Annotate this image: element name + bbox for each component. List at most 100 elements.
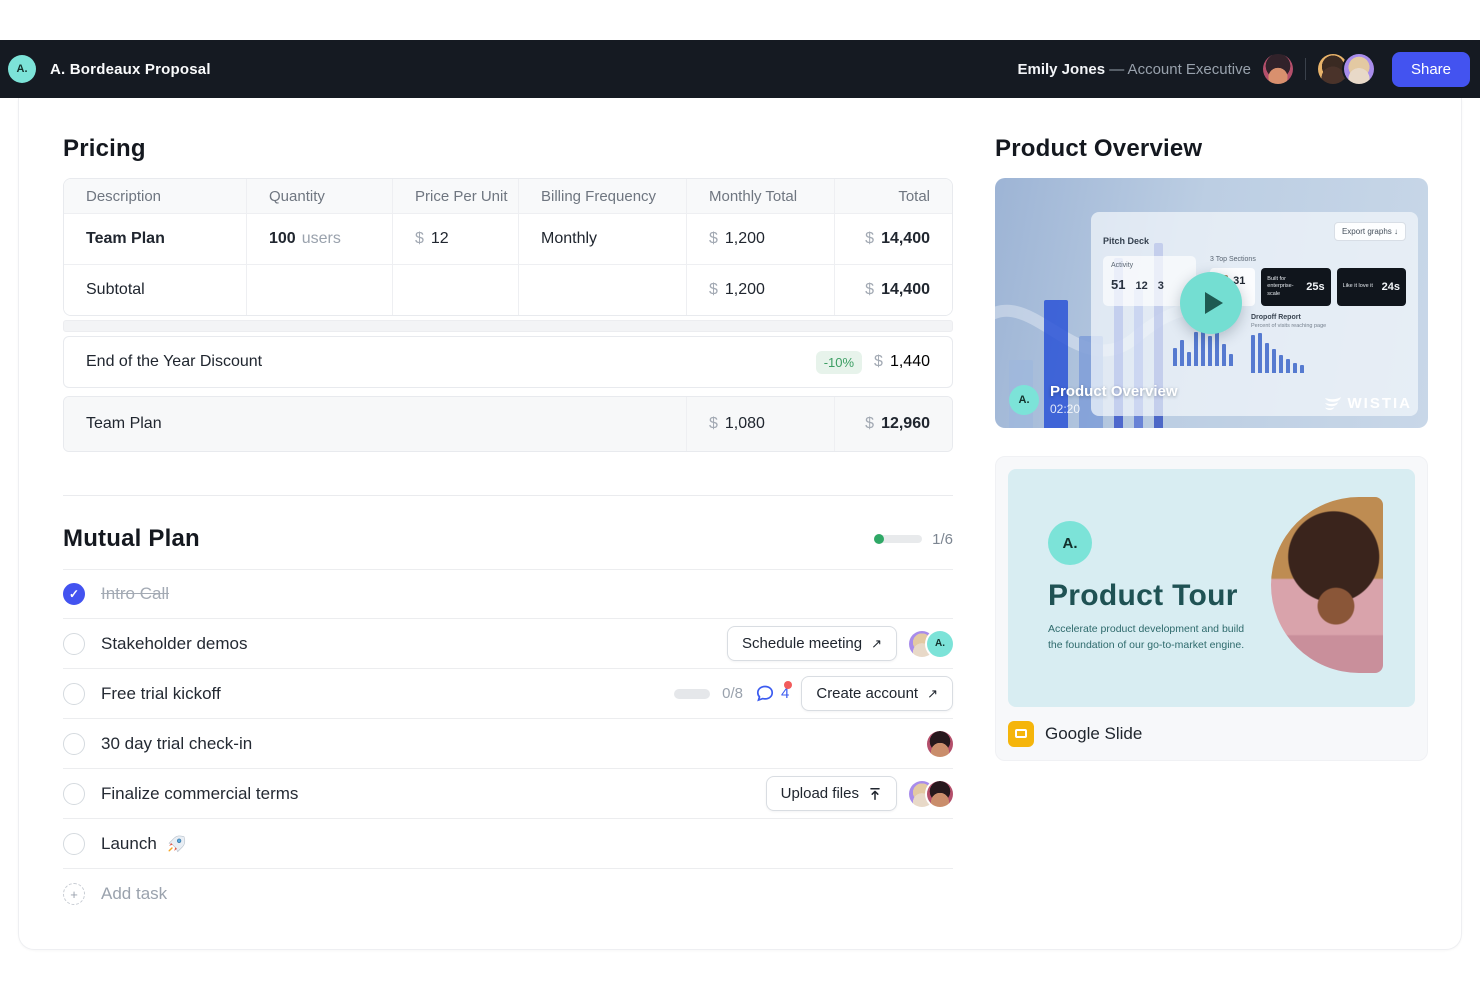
total-value: 14,400 bbox=[881, 230, 930, 248]
section-divider bbox=[63, 495, 953, 496]
task-label: Launch bbox=[101, 834, 157, 854]
slide-avatar: A. bbox=[1048, 521, 1092, 565]
comments-indicator[interactable]: 4 bbox=[755, 684, 789, 704]
collaborator-avatars bbox=[1318, 54, 1374, 84]
currency-symbol: $ bbox=[709, 281, 718, 299]
thumb-section-time: 24s bbox=[1382, 281, 1400, 293]
task-row-finalize-terms: Finalize commercial terms Upload files bbox=[63, 769, 953, 819]
task-list: ✓ Intro Call Stakeholder demos Schedule … bbox=[63, 569, 953, 919]
thumb-stat: 3 bbox=[1158, 280, 1164, 292]
final-row-label: Team Plan bbox=[64, 397, 686, 451]
thumb-heading: Pitch Deck bbox=[1103, 236, 1149, 246]
company-avatar: A. bbox=[8, 55, 36, 83]
discount-row: End of the Year Discount -10% $1,440 bbox=[63, 336, 953, 388]
total-value: 14,400 bbox=[881, 281, 930, 299]
subtask-progress-count: 0/8 bbox=[722, 685, 743, 702]
col-header-price-per-unit: Price Per Unit bbox=[392, 179, 518, 213]
collaborator-avatar-2[interactable] bbox=[1344, 54, 1374, 84]
assignee-avatar[interactable] bbox=[927, 731, 953, 757]
currency-symbol: $ bbox=[865, 230, 874, 248]
pricing-title: Pricing bbox=[63, 135, 953, 163]
mutual-plan-title: Mutual Plan bbox=[63, 525, 200, 553]
checkbox-unchecked[interactable] bbox=[63, 783, 85, 805]
pricing-table: Description Quantity Price Per Unit Bill… bbox=[63, 178, 953, 316]
row-price: $12 bbox=[392, 214, 518, 264]
task-row-intro-call: ✓ Intro Call bbox=[63, 569, 953, 619]
play-button[interactable] bbox=[1180, 272, 1242, 334]
total-value: 12,960 bbox=[881, 415, 930, 433]
plan-progress-fill bbox=[874, 534, 884, 544]
page: A. A. Bordeaux Proposal Emily Jones — Ac… bbox=[0, 0, 1480, 987]
button-label: Schedule meeting bbox=[742, 635, 862, 652]
create-account-button[interactable]: Create account ↗ bbox=[801, 676, 953, 711]
table-spacer bbox=[63, 320, 953, 332]
task-label: Intro Call bbox=[101, 584, 169, 604]
product-tour-slide[interactable]: A. Product Tour Accelerate product devel… bbox=[1008, 469, 1415, 707]
row-total: $14,400 bbox=[834, 214, 952, 264]
task-label: Finalize commercial terms bbox=[101, 784, 298, 804]
video-duration: 02:20 bbox=[1050, 402, 1178, 416]
top-bar: A. A. Bordeaux Proposal Emily Jones — Ac… bbox=[0, 40, 1480, 98]
avatar-initial: A. bbox=[1019, 394, 1030, 406]
slide-subtitle: Accelerate product development and build… bbox=[1048, 621, 1253, 654]
header-divider bbox=[1305, 58, 1306, 80]
assignee-avatars bbox=[909, 781, 953, 807]
subtask-progress-bar bbox=[674, 689, 710, 699]
monthly-total-value: 1,080 bbox=[725, 415, 765, 433]
discount-badge: -10% bbox=[816, 351, 862, 374]
slide-attachment-card: A. Product Tour Accelerate product devel… bbox=[995, 456, 1428, 761]
product-overview-video[interactable]: Pitch Deck Export graphs ↓ Activity 51 1… bbox=[995, 178, 1428, 428]
assignee-avatars: A. bbox=[909, 631, 953, 657]
checkbox-unchecked[interactable] bbox=[63, 733, 85, 755]
check-icon: ✓ bbox=[69, 587, 79, 601]
owner-avatar[interactable] bbox=[1263, 54, 1293, 84]
discount-label: End of the Year Discount bbox=[86, 353, 262, 371]
task-label: Free trial kickoff bbox=[101, 684, 221, 704]
owner-name: Emily Jones bbox=[1018, 61, 1106, 78]
price-value: 12 bbox=[431, 230, 449, 248]
avatar-initial: A. bbox=[1063, 535, 1078, 552]
row-monthly-total: $1,200 bbox=[686, 265, 834, 315]
avatar-initial: A. bbox=[935, 638, 945, 649]
thumb-activity-label: Activity bbox=[1111, 262, 1188, 269]
slide-photo bbox=[1271, 497, 1383, 673]
assignee-avatar[interactable] bbox=[927, 781, 953, 807]
discount-amount: 1,440 bbox=[890, 353, 930, 371]
plan-progress-bar bbox=[874, 535, 922, 543]
checkbox-unchecked[interactable] bbox=[63, 633, 85, 655]
video-title: Product Overview bbox=[1050, 383, 1178, 400]
button-label: Upload files bbox=[781, 785, 859, 802]
google-slides-icon bbox=[1008, 721, 1034, 747]
external-arrow-icon: ↗ bbox=[927, 686, 938, 702]
button-label: Create account bbox=[816, 685, 918, 702]
plan-progress-count: 1/6 bbox=[932, 531, 953, 548]
schedule-meeting-button[interactable]: Schedule meeting ↗ bbox=[727, 626, 897, 661]
assignee-avatar-initial[interactable]: A. bbox=[927, 631, 953, 657]
checkbox-unchecked[interactable] bbox=[63, 683, 85, 705]
external-arrow-icon: ↗ bbox=[871, 636, 882, 652]
checkbox-checked[interactable]: ✓ bbox=[63, 583, 85, 605]
col-header-quantity: Quantity bbox=[246, 179, 392, 213]
thumb-dropoff-sub: Percent of visits reaching page bbox=[1251, 323, 1326, 329]
table-row: Team Plan 100 users $12 Monthly $1,200 bbox=[64, 213, 952, 264]
thumb-dropoff-label: Dropoff Report bbox=[1251, 314, 1326, 321]
add-task-button[interactable]: + Add task bbox=[63, 869, 953, 919]
col-header-billing-frequency: Billing Frequency bbox=[518, 179, 686, 213]
video-avatar: A. bbox=[1009, 385, 1039, 415]
col-header-total: Total bbox=[834, 179, 952, 213]
upload-files-button[interactable]: Upload files bbox=[766, 776, 897, 811]
upload-icon bbox=[868, 787, 882, 801]
task-row-stakeholder-demos: Stakeholder demos Schedule meeting ↗ A. bbox=[63, 619, 953, 669]
task-row-launch: Launch bbox=[63, 819, 953, 869]
wistia-wordmark: WISTIA bbox=[1348, 395, 1413, 412]
share-button[interactable]: Share bbox=[1392, 52, 1470, 87]
owner-role: — Account Executive bbox=[1109, 61, 1251, 78]
main-panel: Pricing Description Quantity Price Per U… bbox=[18, 98, 1462, 950]
company-avatar-initial: A. bbox=[17, 63, 28, 75]
checkbox-unchecked[interactable] bbox=[63, 833, 85, 855]
thumb-sections-label: 3 Top Sections bbox=[1210, 256, 1406, 263]
quantity-unit: users bbox=[302, 230, 341, 248]
slide-caption: Google Slide bbox=[1045, 724, 1142, 744]
table-row: Subtotal $1,200 $14,400 bbox=[64, 264, 952, 315]
thumb-stat: 12 bbox=[1135, 280, 1147, 292]
